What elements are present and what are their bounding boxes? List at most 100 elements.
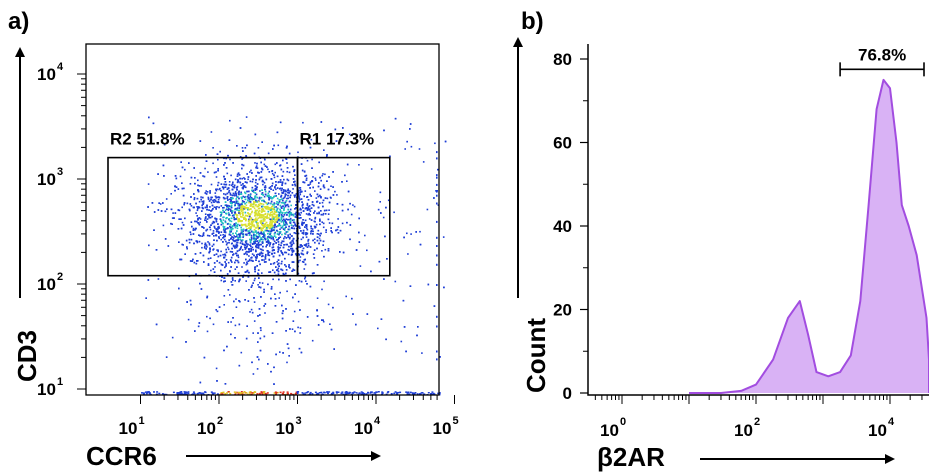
scatter-point <box>322 199 325 202</box>
scatter-point <box>353 205 356 208</box>
scatter-point <box>281 219 284 222</box>
scatter-point <box>246 190 248 193</box>
scatter-point <box>222 234 224 236</box>
scatter-point <box>244 240 247 243</box>
scatter-point <box>194 330 196 332</box>
scatter-point <box>309 193 311 196</box>
scatter-point <box>177 209 180 211</box>
scatter-point <box>252 332 254 334</box>
scatter-point <box>278 199 281 201</box>
scatter-point <box>319 188 322 190</box>
scatter-point <box>276 221 279 223</box>
scatter-point <box>223 236 225 238</box>
scatter-point <box>305 224 308 226</box>
axis-event <box>220 392 223 394</box>
scatter-point <box>232 253 235 255</box>
scatter-point <box>318 242 320 245</box>
scatter-point <box>222 229 225 231</box>
scatter-point <box>233 194 236 197</box>
scatter-point <box>225 204 227 206</box>
scatter-point <box>247 251 249 253</box>
axis-event <box>275 393 277 395</box>
scatter-point <box>268 271 270 273</box>
axis-event <box>408 393 411 395</box>
scatter-point <box>170 208 173 211</box>
scatter-point <box>228 181 231 183</box>
scatter-point <box>268 227 271 230</box>
scatter-point <box>264 258 267 260</box>
scatter-point <box>210 198 212 201</box>
scatter-point <box>286 243 288 246</box>
scatter-point <box>297 151 299 154</box>
scatter-point <box>235 232 237 234</box>
scatter-point <box>294 216 297 218</box>
scatter-point <box>250 236 253 239</box>
scatter-point <box>377 208 380 211</box>
scatter-point <box>287 194 289 197</box>
scatter-point <box>197 206 200 208</box>
scatter-point <box>215 367 218 370</box>
scatter-point <box>204 192 207 194</box>
scatter-point <box>236 196 238 198</box>
scatter-point <box>276 219 278 221</box>
scatter-point <box>257 233 260 235</box>
scatter-point <box>258 210 260 213</box>
scatter-point <box>269 186 272 188</box>
scatter-point <box>289 217 292 220</box>
scatter-point <box>336 194 338 196</box>
scatter-point <box>258 358 260 361</box>
scatter-point <box>295 232 297 235</box>
scatter-point <box>310 230 312 233</box>
scatter-point <box>223 183 225 186</box>
axis-event <box>145 392 148 395</box>
scatter-point <box>215 197 217 199</box>
scatter-point <box>202 254 205 257</box>
axis-event <box>172 391 175 394</box>
scatter-point <box>254 189 256 191</box>
scatter-point <box>284 204 287 207</box>
scatter-point <box>212 243 215 246</box>
scatter-point <box>215 206 217 209</box>
scatter-point <box>228 208 230 210</box>
scatter-point <box>260 222 262 224</box>
scatter-point <box>237 219 239 221</box>
axis-event <box>437 392 440 395</box>
scatter-point <box>217 169 219 172</box>
scatter-point <box>241 207 243 209</box>
axis-event <box>141 392 143 394</box>
axis-event <box>296 391 299 393</box>
scatter-point <box>249 171 251 173</box>
scatter-point <box>230 206 233 209</box>
scatter-point <box>236 173 239 176</box>
scatter-point <box>206 204 208 207</box>
scatter-point <box>189 209 191 212</box>
scatter-point <box>254 209 257 212</box>
axis-event <box>436 176 438 179</box>
scatter-point <box>216 310 219 313</box>
scatter-point <box>284 232 286 235</box>
scatter-point <box>238 212 240 214</box>
scatter-point <box>209 190 211 192</box>
scatter-point <box>260 171 263 173</box>
scatter-point <box>188 241 191 244</box>
scatter-point <box>288 237 291 240</box>
scatter-point <box>273 174 275 176</box>
scatter-point <box>275 188 277 191</box>
scatter-point <box>205 154 207 156</box>
scatter-point <box>211 222 214 225</box>
scatter-point <box>316 264 319 266</box>
scatter-point <box>251 198 253 201</box>
scatter-point <box>229 194 232 196</box>
scatter-point <box>218 232 220 234</box>
scatter-point <box>249 238 251 241</box>
scatter-point <box>394 117 397 120</box>
scatter-point <box>302 229 305 232</box>
scatter-point <box>325 231 327 233</box>
scatter-point <box>259 202 262 205</box>
scatter-point <box>273 233 276 235</box>
scatter-point <box>254 133 257 136</box>
scatter-point <box>325 229 327 231</box>
scatter-point <box>244 207 247 210</box>
scatter-point <box>228 205 231 207</box>
scatter-point <box>254 181 257 184</box>
